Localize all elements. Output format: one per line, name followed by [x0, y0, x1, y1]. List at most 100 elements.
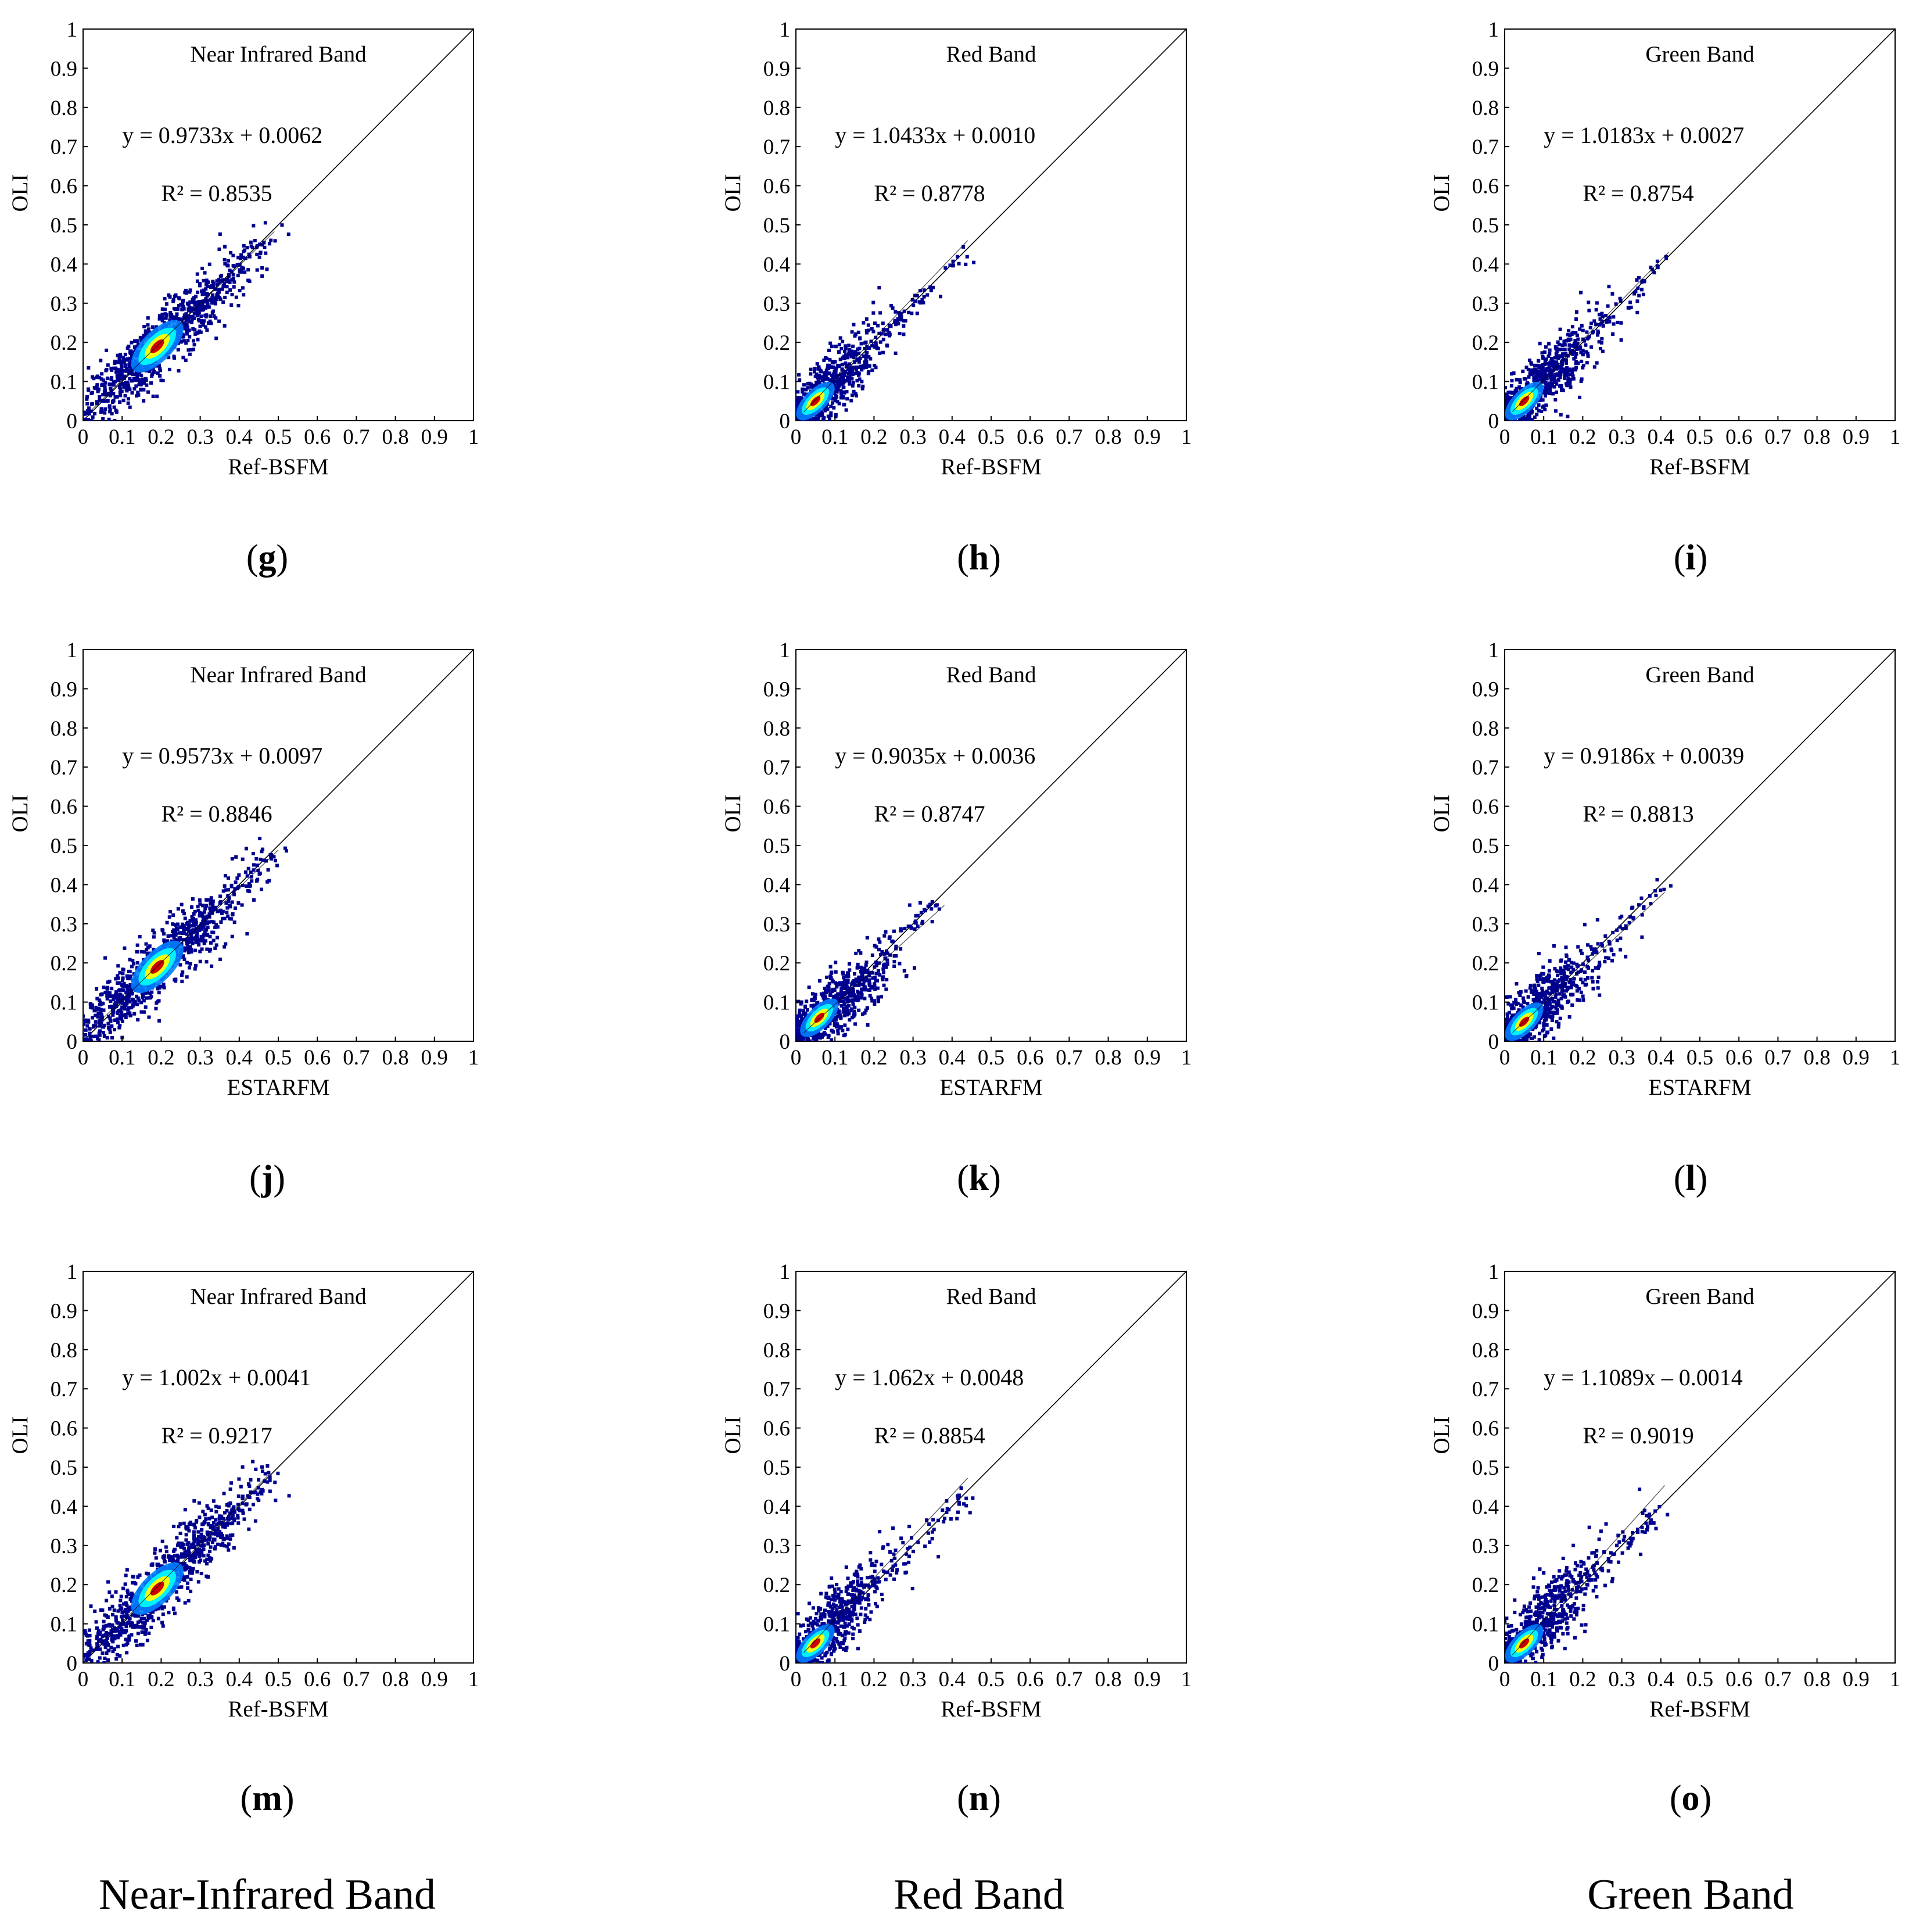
scatter-point [225, 1544, 229, 1549]
scatter-point [196, 302, 200, 306]
scatter-point [128, 356, 132, 360]
scatter-point [867, 346, 871, 350]
scatter-point [1562, 968, 1566, 972]
scatter-point [178, 963, 182, 967]
scatter-point [1565, 953, 1569, 957]
regression-line-i [1512, 252, 1669, 412]
scatter-point [204, 916, 209, 920]
scatter-point [1575, 361, 1579, 365]
scatter-point [830, 373, 834, 377]
scatter-point [1542, 1006, 1546, 1010]
scatter-point [204, 292, 208, 296]
scatter-point [831, 377, 835, 381]
scatter-point [1619, 936, 1623, 940]
scatter-point [833, 1023, 837, 1027]
scatter-point [1526, 413, 1530, 417]
scatter-point [182, 325, 186, 329]
scatter-point [1654, 894, 1658, 898]
scatter-point [1564, 974, 1568, 978]
scatter-point [116, 976, 120, 980]
scatter-point [827, 989, 831, 993]
scatter-point [839, 378, 844, 382]
scatter-point [139, 374, 143, 378]
scatter-point [834, 970, 838, 974]
scatter-point [203, 906, 207, 911]
scatter-point [1653, 889, 1657, 893]
scatter-point [1601, 349, 1605, 353]
scatter-point [103, 1645, 107, 1649]
scatter-point [1553, 967, 1557, 971]
scatter-point [225, 906, 229, 910]
scatter-point [113, 1647, 117, 1651]
scatter-point [823, 995, 827, 999]
scatter-point [137, 998, 141, 1002]
scatter-point [107, 1026, 112, 1030]
panel-h: 000.10.10.20.20.30.30.40.40.50.50.60.60.… [720, 18, 1192, 578]
scatter-point [211, 938, 216, 942]
scatter-point [1544, 386, 1548, 390]
scatter-point [1600, 944, 1604, 948]
scatter-point [116, 353, 120, 357]
scatter-point [824, 988, 828, 992]
scatter-point [179, 303, 183, 307]
scatter-point [882, 952, 887, 956]
scatter-point [189, 929, 193, 933]
subfigure-label-h: (h) [957, 538, 1001, 578]
scatter-point [1536, 372, 1540, 376]
scatter-point [1563, 376, 1567, 380]
regression-line-g [91, 231, 275, 411]
scatter-point [885, 343, 889, 347]
scatter-point [1561, 979, 1565, 983]
scatter-point [873, 1002, 877, 1006]
scatter-point [846, 978, 850, 983]
scatter-point [97, 388, 101, 392]
scatter-point [195, 931, 199, 935]
scatter-point [1553, 982, 1557, 986]
scatter-point [193, 1526, 197, 1530]
scatter-point [803, 1011, 808, 1015]
scatter-point [801, 387, 805, 391]
scatter-point [842, 374, 846, 378]
scatter-point [147, 1631, 151, 1635]
scatter-point [224, 901, 228, 905]
scatter-point [1651, 268, 1655, 272]
scatter-point [1608, 942, 1612, 946]
scatter-point [812, 386, 816, 390]
scatter-point [860, 379, 864, 383]
scatter-point [1506, 401, 1510, 405]
scatter-point [176, 1556, 180, 1560]
scatter-point [1569, 960, 1573, 965]
scatter-point [132, 962, 136, 966]
scatter-point [1547, 973, 1551, 977]
scatter-point [1527, 375, 1531, 379]
scatter-point [110, 1604, 114, 1608]
scatter-point [116, 1020, 120, 1024]
scatter-point [259, 858, 263, 862]
scatter-point [1553, 397, 1558, 402]
scatter-point [1619, 338, 1623, 342]
y-tick-label: 1 [780, 18, 791, 42]
scatter-point [88, 1027, 92, 1031]
scatter-point [1635, 299, 1639, 303]
scatter-point [182, 316, 186, 320]
scatter-point [187, 939, 191, 943]
scatter-point [885, 328, 889, 332]
scatter-point [158, 367, 162, 371]
scatter-point [1610, 959, 1614, 963]
scatter-point [802, 392, 806, 396]
scatter-point [1548, 385, 1552, 389]
scatter-point [1545, 388, 1549, 392]
scatter-point [1640, 913, 1644, 917]
scatter-point [228, 1487, 232, 1491]
scatter-point [1542, 1034, 1547, 1038]
scatter-point [122, 385, 126, 389]
scatter-point [1610, 292, 1614, 296]
scatter-point [1559, 383, 1563, 388]
y-tick-label: 0.5 [51, 214, 77, 238]
scatter-point [83, 410, 87, 414]
x-tick-label: 0.6 [1725, 425, 1752, 449]
scatter-point [1571, 992, 1575, 997]
scatter-point [232, 264, 236, 268]
scatter-point [1517, 991, 1521, 995]
scatter-point [861, 384, 865, 388]
